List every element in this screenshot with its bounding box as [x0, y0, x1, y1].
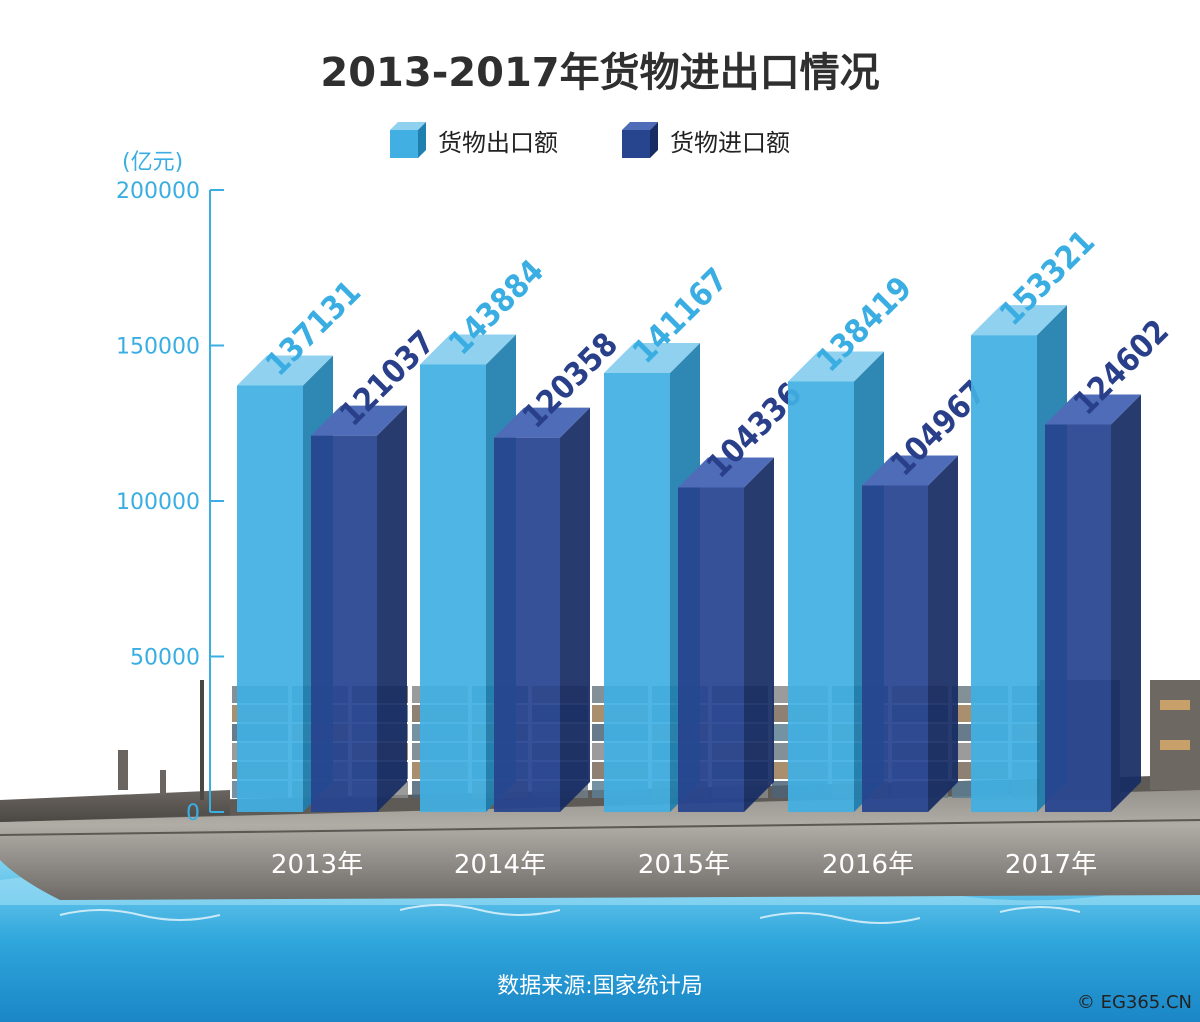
x-category-label: 2013年 — [271, 850, 363, 880]
legend-export-swatch-icon — [390, 122, 426, 158]
legend-item-export: 货物出口额 — [386, 118, 558, 162]
legend: 货物出口额 货物进口额 — [0, 118, 1200, 162]
data-source-note: 数据来源:国家统计局 — [497, 974, 703, 999]
y-tick-label: 0 — [186, 801, 200, 826]
legend-export-label: 货物出口额 — [438, 128, 558, 157]
y-axis: 0 50000 100000 150000 200000 — [116, 179, 224, 826]
bar-import — [494, 407, 590, 812]
chart-title: 2013-2017年货物进出口情况 — [320, 50, 880, 96]
x-category-label: 2016年 — [822, 850, 914, 880]
y-tick-label: 200000 — [116, 179, 200, 204]
x-category-label: 2017年 — [1005, 850, 1097, 880]
x-category-label: 2015年 — [638, 850, 730, 880]
bar-series: 1371311210371438841203581411671043361384… — [237, 223, 1176, 812]
bar-import — [311, 405, 407, 812]
x-category-label: 2014年 — [454, 850, 546, 880]
y-axis-unit-label: (亿元) — [122, 150, 184, 175]
y-tick-label: 50000 — [130, 646, 200, 671]
bar-import — [862, 455, 958, 812]
legend-item-import: 货物进口额 — [618, 118, 790, 162]
bar-import — [1045, 394, 1141, 812]
bar-import — [678, 457, 774, 812]
copyright-credit: © EG365.CN — [1076, 992, 1192, 1013]
legend-import-label: 货物进口额 — [670, 128, 790, 157]
legend-import-swatch-icon — [622, 122, 658, 158]
y-tick-label: 150000 — [116, 335, 200, 360]
x-axis-labels: 2013年 2014年 2015年 2016年 2017年 — [271, 850, 1097, 880]
y-tick-label: 100000 — [116, 490, 200, 515]
